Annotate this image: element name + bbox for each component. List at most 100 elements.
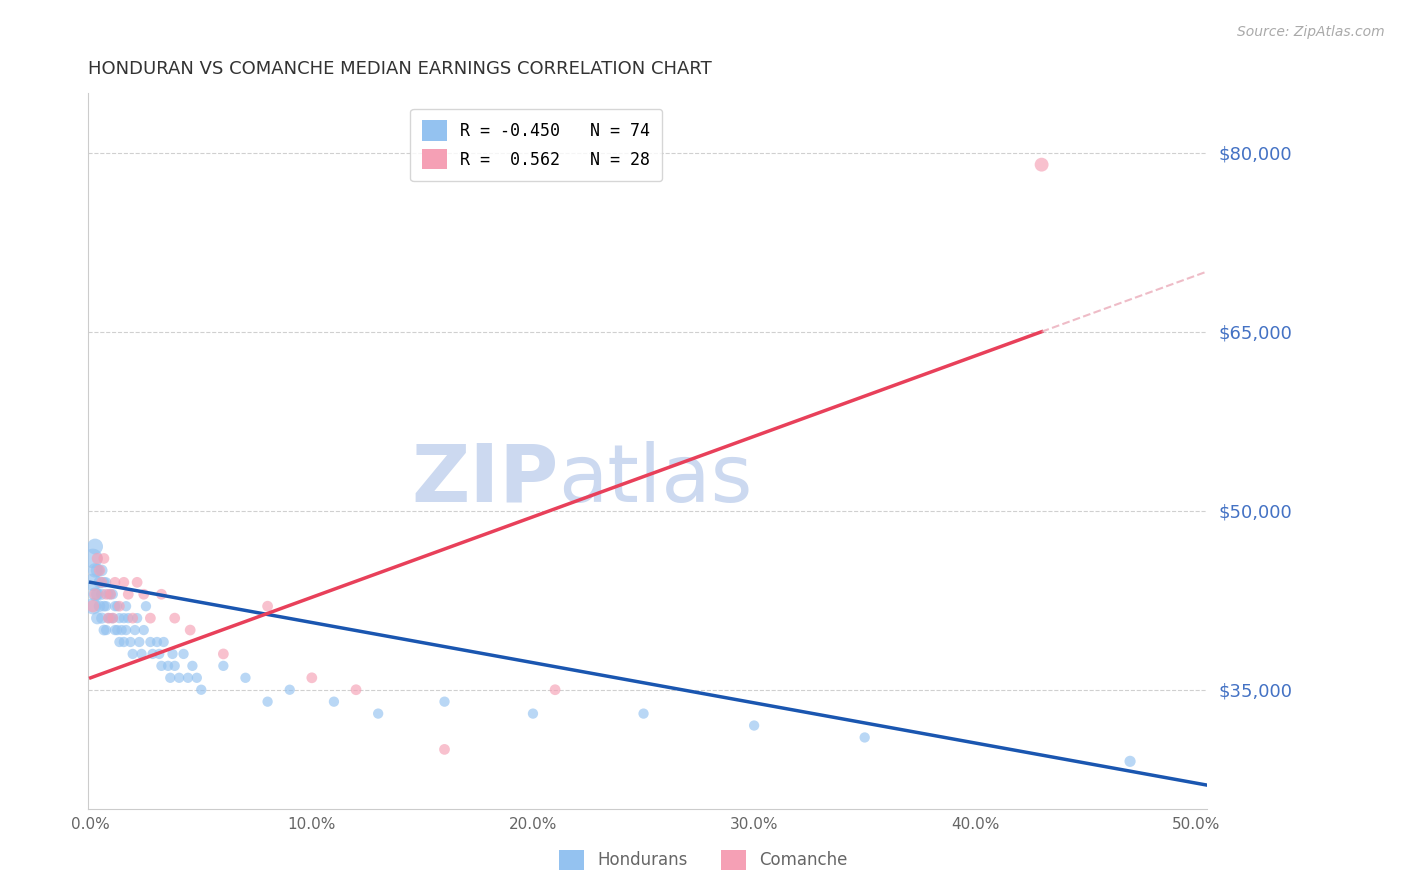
- Point: [84, 587, 107, 601]
- Point: [177, 671, 200, 685]
- Point: [120, 635, 142, 649]
- Point: [101, 611, 124, 625]
- Text: ZIP: ZIP: [411, 441, 558, 518]
- Point: [100, 587, 122, 601]
- Point: [167, 671, 190, 685]
- Point: [86, 551, 108, 566]
- Point: [157, 658, 180, 673]
- Point: [522, 706, 544, 721]
- Point: [127, 611, 149, 625]
- Point: [127, 575, 149, 590]
- Point: [150, 658, 173, 673]
- Text: HONDURAN VS COMANCHE MEDIAN EARNINGS CORRELATION CHART: HONDURAN VS COMANCHE MEDIAN EARNINGS COR…: [89, 60, 713, 78]
- Point: [100, 587, 122, 601]
- Point: [97, 611, 120, 625]
- Point: [256, 599, 278, 614]
- Point: [93, 575, 115, 590]
- Point: [344, 682, 367, 697]
- Point: [84, 563, 107, 577]
- Point: [105, 599, 128, 614]
- Point: [111, 623, 134, 637]
- Point: [212, 658, 235, 673]
- Point: [105, 623, 128, 637]
- Point: [108, 611, 131, 625]
- Point: [150, 587, 173, 601]
- Point: [159, 671, 181, 685]
- Point: [82, 599, 104, 614]
- Point: [132, 623, 155, 637]
- Point: [86, 611, 108, 625]
- Point: [132, 587, 155, 601]
- Point: [323, 695, 346, 709]
- Point: [162, 647, 184, 661]
- Point: [89, 575, 111, 590]
- Point: [108, 599, 131, 614]
- Point: [148, 647, 170, 661]
- Point: [90, 563, 112, 577]
- Point: [96, 575, 118, 590]
- Point: [139, 611, 162, 625]
- Point: [142, 647, 165, 661]
- Point: [124, 623, 146, 637]
- Point: [104, 575, 127, 590]
- Point: [101, 587, 124, 601]
- Point: [96, 587, 118, 601]
- Point: [97, 611, 120, 625]
- Point: [96, 599, 118, 614]
- Point: [93, 551, 115, 566]
- Point: [112, 611, 135, 625]
- Point: [186, 671, 208, 685]
- Text: Source: ZipAtlas.com: Source: ZipAtlas.com: [1237, 25, 1385, 39]
- Point: [90, 611, 112, 625]
- Point: [256, 695, 278, 709]
- Point: [93, 623, 115, 637]
- Point: [115, 623, 138, 637]
- Point: [1119, 755, 1142, 769]
- Point: [121, 647, 143, 661]
- Point: [179, 623, 201, 637]
- Point: [115, 599, 138, 614]
- Point: [101, 611, 124, 625]
- Point: [433, 742, 456, 756]
- Point: [96, 623, 118, 637]
- Point: [433, 695, 456, 709]
- Legend: R = -0.450   N = 74, R =  0.562   N = 28: R = -0.450 N = 74, R = 0.562 N = 28: [411, 109, 662, 181]
- Point: [117, 611, 139, 625]
- Point: [112, 575, 135, 590]
- Point: [163, 611, 186, 625]
- Point: [89, 599, 111, 614]
- Point: [84, 587, 107, 601]
- Point: [108, 635, 131, 649]
- Point: [117, 587, 139, 601]
- Point: [853, 731, 876, 745]
- Point: [544, 682, 567, 697]
- Point: [84, 540, 107, 554]
- Point: [1031, 158, 1053, 172]
- Point: [104, 623, 127, 637]
- Point: [90, 587, 112, 601]
- Point: [86, 587, 108, 601]
- Point: [367, 706, 389, 721]
- Point: [135, 599, 157, 614]
- Point: [128, 635, 150, 649]
- Point: [93, 599, 115, 614]
- Point: [173, 647, 195, 661]
- Point: [100, 611, 122, 625]
- Point: [301, 671, 323, 685]
- Point: [139, 635, 162, 649]
- Point: [121, 611, 143, 625]
- Point: [90, 575, 112, 590]
- Point: [190, 682, 212, 697]
- Point: [131, 647, 153, 661]
- Point: [82, 551, 104, 566]
- Text: atlas: atlas: [558, 441, 752, 518]
- Point: [89, 563, 111, 577]
- Point: [742, 718, 765, 732]
- Point: [181, 658, 204, 673]
- Point: [97, 587, 120, 601]
- Point: [278, 682, 301, 697]
- Point: [104, 599, 127, 614]
- Point: [212, 647, 235, 661]
- Point: [146, 635, 169, 649]
- Point: [152, 635, 174, 649]
